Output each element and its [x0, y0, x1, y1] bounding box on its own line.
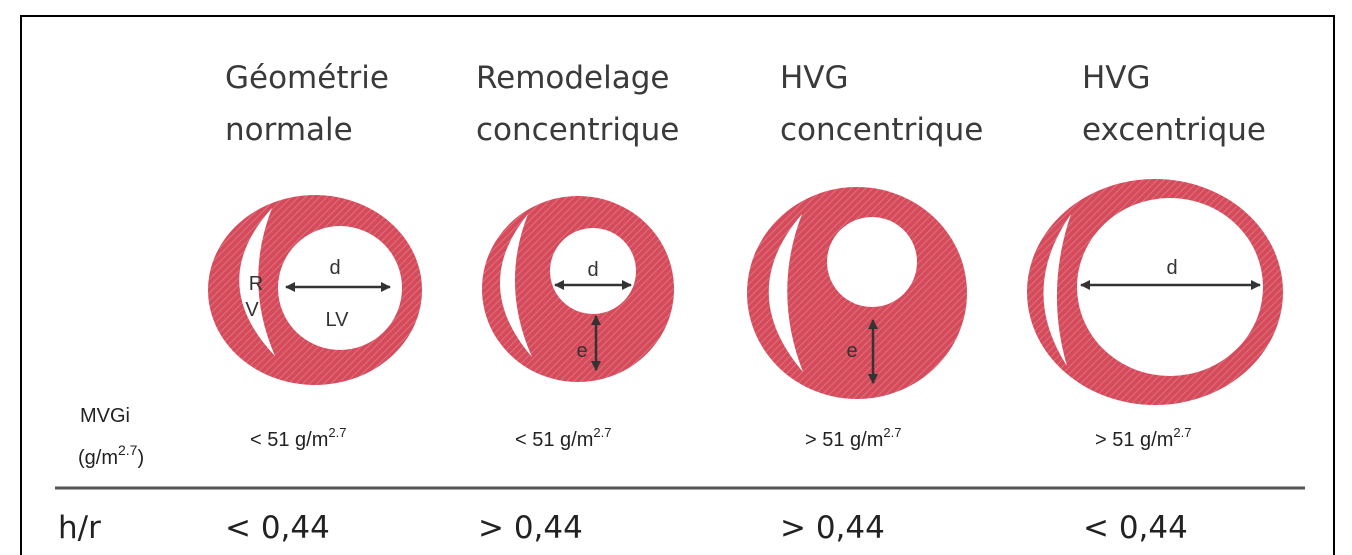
mvgi-sup: 2.7 [883, 425, 901, 440]
mvgi-text: > 51 g/m [805, 429, 883, 451]
column-title: concentrique [780, 112, 983, 148]
mvgi-value: < 51 g/m2.7 [515, 425, 611, 451]
hr-row: h/r < 0,44 > 0,44 > 0,44 < 0,44 [58, 510, 1188, 546]
mvgi-text: < 51 g/m [250, 429, 328, 451]
label: e [576, 340, 587, 362]
heart-normal: d LV R V [208, 195, 422, 385]
mvgi-row: MVGi (g/m2.7) < 51 g/m2.7 < 51 g/m2.7 > … [78, 405, 1191, 469]
column-title: concentrique [476, 112, 679, 148]
row-label-sup: 2.7 [118, 442, 138, 458]
row-label-text: ) [137, 447, 144, 469]
label: e [846, 340, 857, 362]
hr-value: > 0,44 [780, 510, 885, 546]
label: LV [326, 309, 350, 331]
heart-remodeling: d e [482, 196, 674, 382]
mvgi-value: > 51 g/m2.7 [805, 425, 901, 451]
mvgi-text: > 51 g/m [1095, 429, 1173, 451]
mvgi-value: < 51 g/m2.7 [250, 425, 346, 451]
titles: Géométrie normale Remodelage concentriqu… [225, 60, 1266, 148]
mvgi-sup: 2.7 [593, 425, 611, 440]
label: d [587, 259, 598, 281]
mvgi-text: < 51 g/m [515, 429, 593, 451]
column-title: normale [225, 112, 353, 148]
label: d [1166, 257, 1177, 279]
mvgi-sup: 2.7 [328, 425, 346, 440]
row-label: h/r [58, 510, 101, 546]
row-label-text: (g/m [78, 447, 118, 469]
mvgi-sup: 2.7 [1173, 425, 1191, 440]
heart-eccentric: d [1027, 179, 1283, 405]
mvgi-value: > 51 g/m2.7 [1095, 425, 1191, 451]
row-label: MVGi [80, 405, 130, 427]
column-title: HVG [780, 60, 849, 96]
label: R [249, 273, 263, 295]
label: d [329, 257, 340, 279]
column-title: HVG [1082, 60, 1151, 96]
hr-value: < 0,44 [1083, 510, 1188, 546]
column-title: Géométrie [225, 60, 389, 96]
label: V [245, 299, 259, 321]
heart-concentric: e [747, 187, 967, 399]
hr-value: < 0,44 [225, 510, 330, 546]
hr-value: > 0,44 [478, 510, 583, 546]
column-title: Remodelage [476, 60, 670, 96]
column-title: excentrique [1082, 112, 1266, 148]
frame [20, 15, 1335, 555]
row-label: (g/m2.7) [78, 442, 144, 469]
